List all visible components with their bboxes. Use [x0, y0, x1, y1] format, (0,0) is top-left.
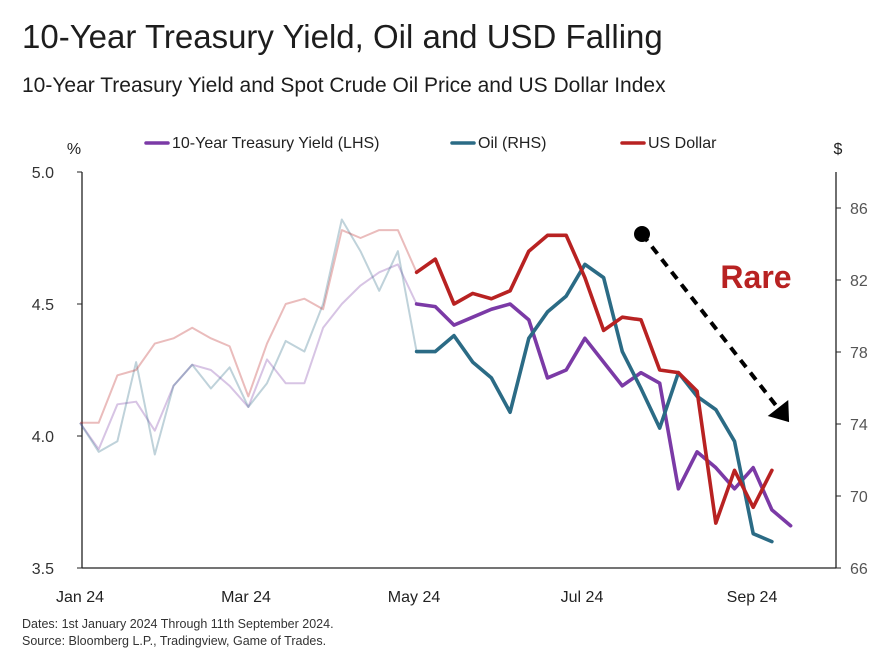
right-tick-label: 78 — [850, 345, 868, 362]
left-tick-label: 4.0 — [32, 429, 54, 446]
legend-label-2: US Dollar — [648, 135, 717, 152]
x-tick-label: Jul 24 — [561, 589, 604, 606]
series-line-1 — [414, 262, 774, 544]
chart-subtitle: 10-Year Treasury Yield and Spot Crude Oi… — [22, 74, 666, 97]
left-tick-label: 3.5 — [32, 561, 54, 578]
annotation-arrow-line — [640, 232, 780, 410]
right-tick-label: 66 — [850, 561, 868, 578]
series-line-2 — [414, 233, 774, 525]
x-tick-label: May 24 — [388, 589, 441, 606]
series-line-faded-0 — [79, 263, 418, 451]
chart-title: 10-Year Treasury Yield, Oil and USD Fall… — [22, 18, 663, 55]
x-tick-label: Sep 24 — [727, 589, 778, 606]
series-line-0 — [414, 302, 793, 528]
series-line-faded-2 — [80, 229, 418, 424]
right-tick-label: 74 — [850, 417, 868, 434]
right-tick-label: 86 — [850, 201, 868, 218]
x-tick-label: Jan 24 — [56, 589, 104, 606]
footer-source: Source: Bloomberg L.P., Tradingview, Gam… — [22, 634, 327, 648]
series-line-faded-1 — [79, 218, 418, 456]
legend-label-1: Oil (RHS) — [478, 135, 546, 152]
left-tick-label: 5.0 — [32, 165, 54, 182]
annotation-arrow-head — [767, 399, 790, 423]
annotation-rare-label: Rare — [720, 259, 791, 295]
left-tick-label: 4.5 — [32, 297, 54, 314]
left-axis-unit: % — [67, 141, 81, 158]
right-tick-label: 70 — [850, 489, 868, 506]
legend-label-0: 10-Year Treasury Yield (LHS) — [172, 135, 380, 152]
footer-dates: Dates: 1st January 2024 Through 11th Sep… — [22, 617, 334, 631]
x-tick-label: Mar 24 — [221, 589, 271, 606]
right-axis-unit: $ — [834, 141, 843, 158]
right-tick-label: 82 — [850, 273, 868, 290]
